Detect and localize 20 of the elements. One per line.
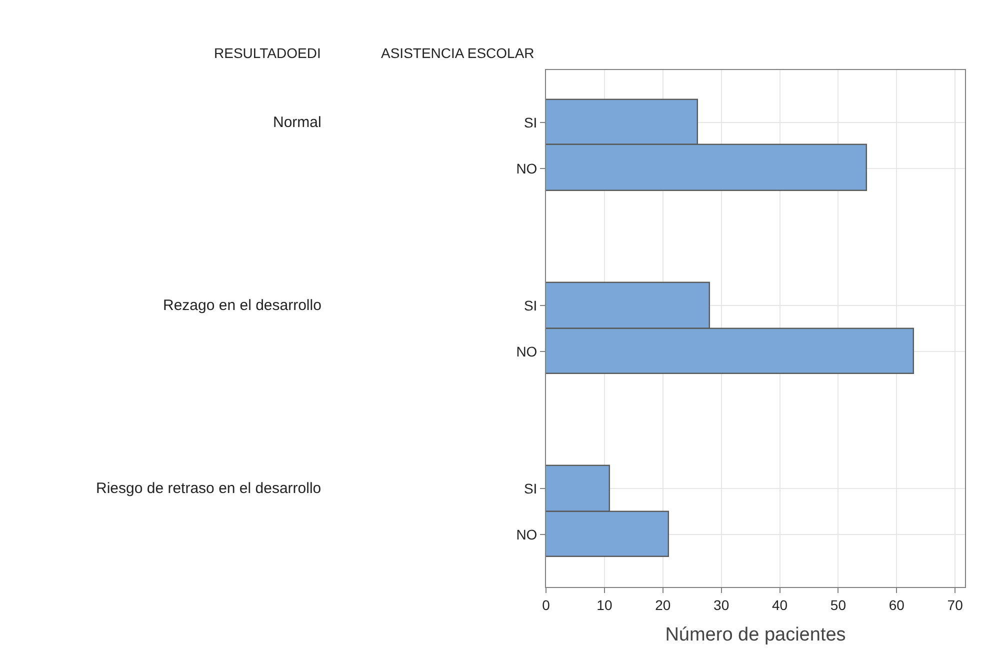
x-tick-label: 10 bbox=[596, 596, 612, 613]
y-tick-label: NO bbox=[516, 526, 538, 542]
y-tick-label: SI bbox=[524, 298, 538, 314]
x-tick-label: 70 bbox=[947, 596, 964, 613]
text: RESULTADOEDI bbox=[214, 45, 321, 61]
y-tick-label: NO bbox=[516, 343, 538, 360]
y-tick-label: NO bbox=[516, 160, 538, 176]
x-tick-label: 40 bbox=[772, 596, 788, 613]
text: Rezago en el desarrollo bbox=[163, 297, 322, 314]
x-tick-label: 60 bbox=[888, 596, 905, 613]
x-tick-label: 30 bbox=[714, 596, 730, 613]
text: Riesgo de retraso en el desarrollo bbox=[96, 480, 322, 497]
x-axis-title: Número de pacientes bbox=[665, 624, 846, 646]
text: Normal bbox=[273, 114, 322, 131]
text: ASISTENCIA ESCOLAR bbox=[381, 45, 534, 61]
x-tick-label: 0 bbox=[542, 596, 550, 613]
x-tick-label: 50 bbox=[830, 596, 846, 613]
y-tick-label: SI bbox=[524, 114, 538, 131]
y-tick-label: SI bbox=[524, 480, 538, 497]
x-tick-label: 20 bbox=[655, 596, 671, 613]
